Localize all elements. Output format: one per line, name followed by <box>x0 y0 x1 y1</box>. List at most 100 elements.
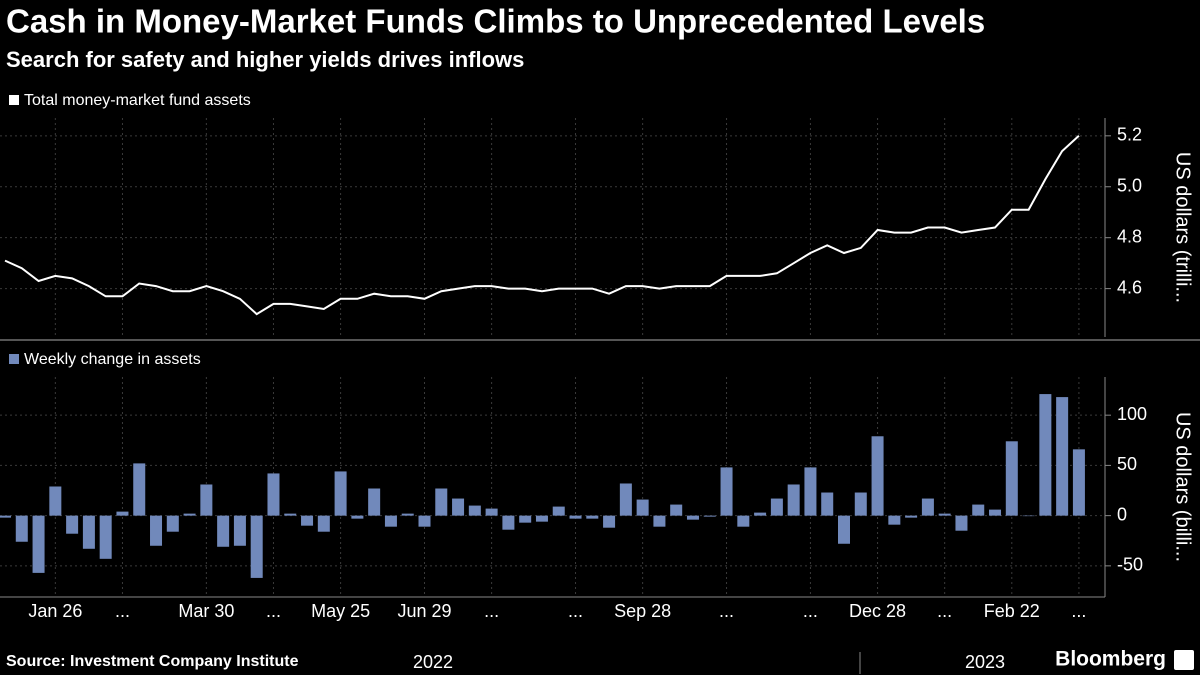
y-tick-label: 4.8 <box>1117 226 1142 246</box>
y-axis-title: US dollars (trilli... <box>1172 152 1194 303</box>
bar <box>535 515 548 522</box>
bar <box>737 515 750 527</box>
bar <box>116 511 129 516</box>
bar <box>821 492 834 516</box>
x-tick-label: ... <box>266 601 281 621</box>
bar <box>938 513 951 516</box>
bar <box>250 515 263 578</box>
y-axis-title: US dollars (billi... <box>1172 412 1194 562</box>
bar <box>519 515 532 523</box>
bar <box>334 471 347 516</box>
bar <box>368 488 381 516</box>
x-tick-label: May 25 <box>311 601 370 621</box>
bar <box>435 488 448 516</box>
bar <box>754 512 767 516</box>
bar <box>1056 397 1069 516</box>
bar <box>586 515 599 519</box>
x-tick-label: Feb 22 <box>984 601 1040 621</box>
y-tick-label: 5.0 <box>1117 176 1142 196</box>
bar <box>619 483 632 516</box>
bar <box>552 506 565 516</box>
bar <box>670 504 683 516</box>
bar <box>284 513 297 516</box>
bar <box>502 515 515 530</box>
y-tick-label: 0 <box>1117 504 1127 524</box>
bar <box>921 498 934 516</box>
bar <box>468 505 481 516</box>
x-tick-label: Sep 28 <box>614 601 671 621</box>
bar <box>770 498 783 516</box>
bar <box>603 515 616 528</box>
bar <box>0 515 11 518</box>
bar <box>888 515 901 525</box>
logo-icon <box>1174 650 1194 670</box>
y-tick-label: 4.6 <box>1117 277 1142 297</box>
year-label: 2022 <box>413 652 453 672</box>
bar <box>217 515 230 547</box>
bar <box>720 467 733 516</box>
bar <box>804 467 817 516</box>
bar <box>787 484 800 516</box>
chart-subtitle: Search for safety and higher yields driv… <box>6 47 524 72</box>
bar <box>955 515 968 531</box>
bar <box>485 508 498 516</box>
bar <box>233 515 246 546</box>
bar <box>150 515 163 546</box>
x-tick-label: ... <box>937 601 952 621</box>
x-tick-label: Dec 28 <box>849 601 906 621</box>
line <box>4 135 1080 316</box>
bar <box>686 515 699 520</box>
x-tick-label: Jan 26 <box>28 601 82 621</box>
bar <box>1005 441 1018 516</box>
bar <box>569 515 582 519</box>
x-tick-label: ... <box>803 601 818 621</box>
bar <box>267 473 280 516</box>
x-tick-label: ... <box>568 601 583 621</box>
bar <box>15 515 28 542</box>
x-tick-label: ... <box>484 601 499 621</box>
bar <box>49 486 62 516</box>
source: Source: Investment Company Institute <box>6 653 299 670</box>
chart-title: Cash in Money-Market Funds Climbs to Unp… <box>6 3 985 40</box>
bar <box>301 515 314 526</box>
bar <box>452 498 465 516</box>
bar <box>66 515 79 534</box>
y-tick-label: 50 <box>1117 454 1137 474</box>
bar <box>703 515 716 517</box>
bar <box>1022 515 1035 517</box>
bar <box>653 515 666 527</box>
bar <box>99 515 112 559</box>
y-tick-label: 100 <box>1117 404 1147 424</box>
bar <box>384 515 397 527</box>
bar <box>418 515 431 527</box>
bar <box>183 513 196 516</box>
bar <box>1072 449 1085 516</box>
y-tick-label: 5.2 <box>1117 125 1142 145</box>
year-label: 2023 <box>965 652 1005 672</box>
bar <box>133 463 146 516</box>
logo: Bloomberg <box>1055 648 1166 671</box>
x-tick-label: Mar 30 <box>178 601 234 621</box>
y-tick-label: -50 <box>1117 555 1143 575</box>
bar <box>871 436 884 516</box>
bar <box>351 515 364 519</box>
bar <box>905 515 918 518</box>
x-tick-label: ... <box>1071 601 1086 621</box>
bar <box>32 515 45 573</box>
bar <box>989 509 1002 516</box>
x-tick-label: Jun 29 <box>397 601 451 621</box>
legend-label: Total money-market fund assets <box>24 92 251 109</box>
bar <box>82 515 95 549</box>
bar <box>401 513 414 516</box>
bar <box>1039 394 1052 516</box>
legend-label: Weekly change in assets <box>24 351 201 368</box>
x-tick-label: ... <box>719 601 734 621</box>
bar <box>200 484 213 516</box>
bar <box>972 504 985 516</box>
bar <box>838 515 850 544</box>
bar <box>317 515 330 532</box>
x-tick-label: ... <box>115 601 130 621</box>
